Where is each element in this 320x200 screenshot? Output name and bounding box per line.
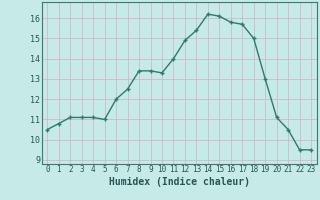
X-axis label: Humidex (Indice chaleur): Humidex (Indice chaleur) [109,177,250,187]
